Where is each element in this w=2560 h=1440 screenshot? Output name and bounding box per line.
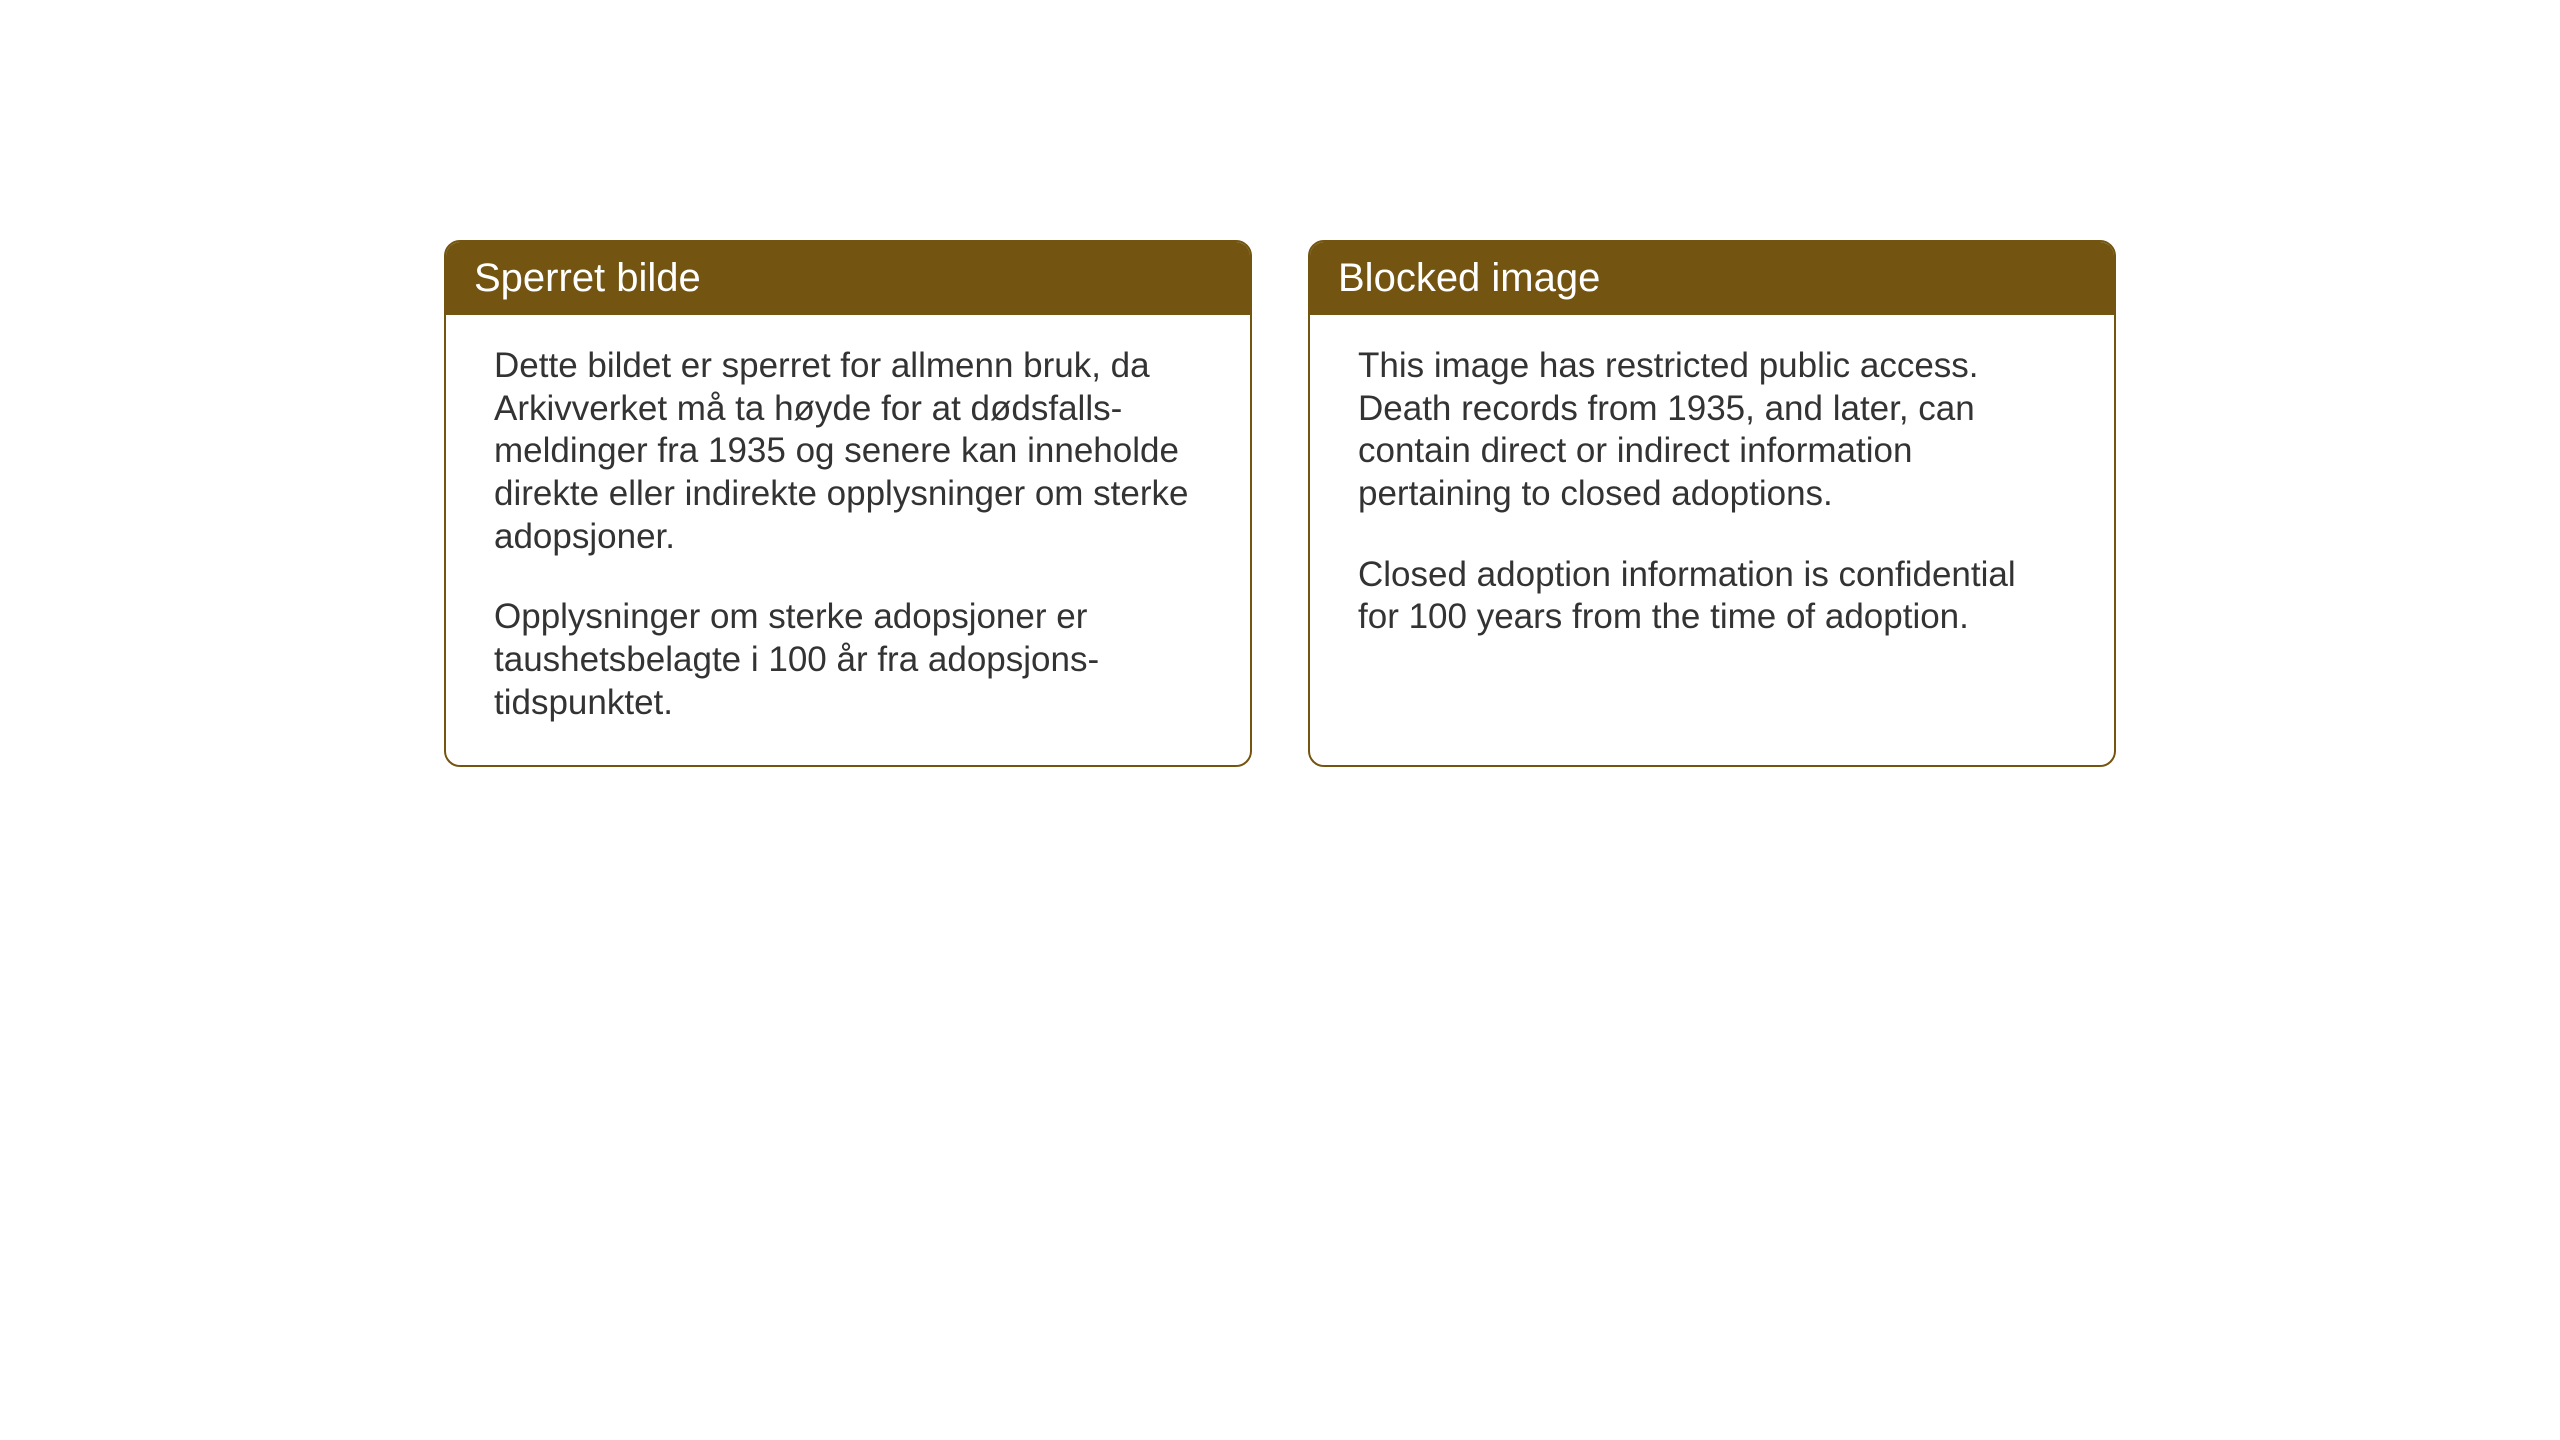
notice-cards-container: Sperret bilde Dette bildet er sperret fo… (444, 240, 2116, 767)
card-header-english: Blocked image (1310, 242, 2114, 315)
card-paragraph-norwegian-1: Dette bildet er sperret for allmenn bruk… (494, 345, 1202, 558)
card-title-english: Blocked image (1338, 256, 1600, 300)
notice-card-norwegian: Sperret bilde Dette bildet er sperret fo… (444, 240, 1252, 767)
card-header-norwegian: Sperret bilde (446, 242, 1250, 315)
card-body-english: This image has restricted public access.… (1310, 315, 2114, 679)
card-paragraph-english-1: This image has restricted public access.… (1358, 345, 2066, 516)
notice-card-english: Blocked image This image has restricted … (1308, 240, 2116, 767)
card-paragraph-norwegian-2: Opplysninger om sterke adopsjoner er tau… (494, 596, 1202, 724)
card-body-norwegian: Dette bildet er sperret for allmenn bruk… (446, 315, 1250, 765)
card-title-norwegian: Sperret bilde (474, 256, 701, 300)
card-paragraph-english-2: Closed adoption information is confident… (1358, 554, 2066, 639)
